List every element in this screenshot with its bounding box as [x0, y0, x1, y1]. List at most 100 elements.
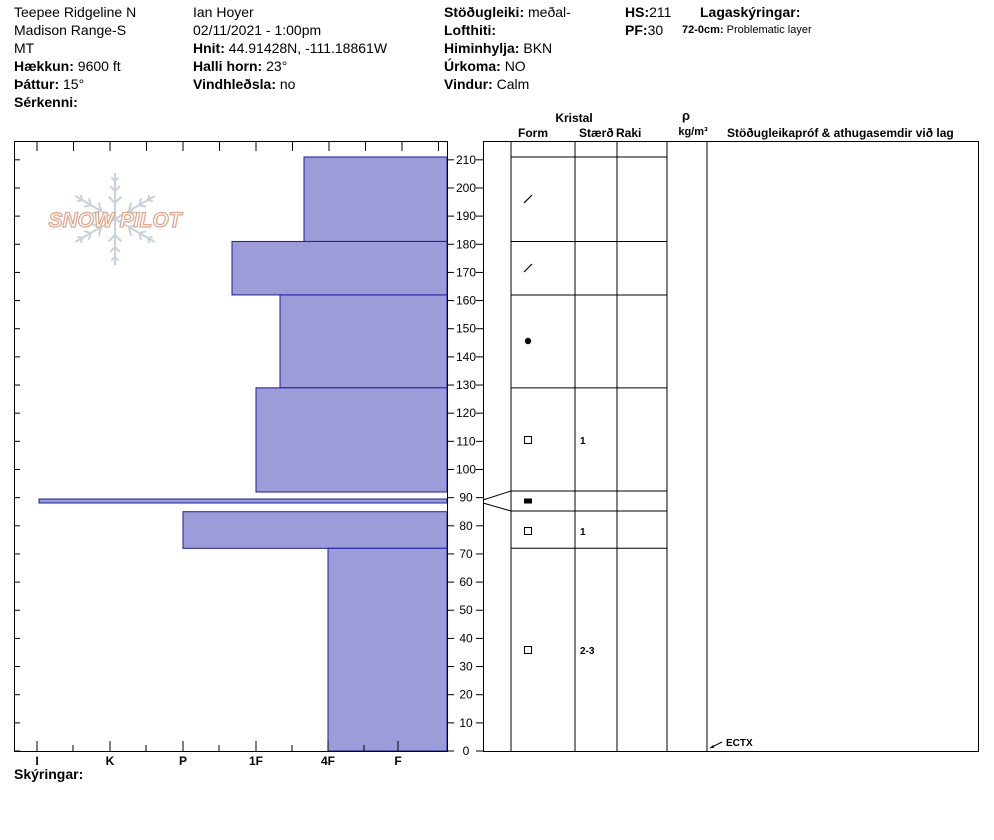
logo-branch	[127, 202, 133, 212]
precip-label: Úrkoma:	[444, 58, 501, 74]
logo-branch	[79, 194, 84, 201]
depth-tick-label: 140	[456, 350, 476, 364]
logo-branch	[114, 195, 123, 204]
hardness-axis-labels: I K P 1F 4F F	[35, 741, 402, 768]
layer-notes-label: Lagaskýringar:	[700, 4, 801, 20]
aspect-value: 15°	[63, 76, 85, 92]
layer-note-depth: 72-0cm:	[682, 24, 724, 36]
hs-row: HS:211	[625, 3, 671, 21]
sky-label: Himinhylja:	[444, 40, 520, 56]
faceted-grain-icon	[524, 436, 532, 444]
logo-text: SNOW PILOT	[49, 209, 184, 232]
depth-tick-label: 120	[456, 406, 476, 420]
precip-value: NO	[504, 58, 526, 74]
air-temp-row: Lofthiti:	[444, 21, 571, 39]
layer-note-text: Problematic layer	[726, 24, 812, 36]
layer-table: 1 1 2-3 ECTX	[482, 141, 979, 752]
depth-tick-label: 20	[459, 688, 473, 702]
depth-tick-label: 30	[459, 660, 473, 674]
depth-tick-label: 60	[459, 575, 473, 589]
logo-branch	[92, 210, 102, 215]
hardness-tick-label: 1F	[249, 754, 263, 768]
logo-branch	[127, 226, 133, 236]
logo-branch	[83, 204, 92, 208]
header-col-depths: HS:211 PF:30	[625, 3, 671, 39]
wind-loading-row: Vindhleðsla: no	[193, 75, 387, 93]
wind-loading-value: no	[279, 76, 296, 92]
layer-notes-row: Lagaskýringar:	[682, 3, 812, 21]
coords-value: 44.91428N, -111.18861W	[228, 40, 388, 56]
hs-label: HS:	[625, 4, 650, 20]
logo-branch	[87, 197, 92, 206]
hardness-tick-label: I	[35, 754, 38, 768]
depth-tick-label: 150	[456, 322, 476, 336]
elevation-value: 9600 ft	[77, 58, 121, 74]
logo-branch	[138, 197, 143, 206]
logo-branch	[146, 237, 151, 244]
pf-value: 30	[647, 22, 664, 38]
depth-tick-label: 10	[459, 716, 473, 730]
range-name: Madison Range-S	[14, 22, 127, 38]
elevation-label: Hækkun:	[14, 58, 74, 74]
observer-name: Ian Hoyer	[193, 4, 254, 20]
hardness-bar	[231, 240, 448, 296]
sky-value: BKN	[523, 40, 553, 56]
layer-note-row: 72-0cm: Problematic layer	[682, 21, 812, 39]
hardness-tick-label: K	[106, 754, 115, 768]
crust-grain-icon	[524, 498, 532, 504]
legend-label: Skýringar:	[14, 766, 83, 782]
depth-tick-label: 210	[456, 153, 476, 167]
snowflake-logo-icon	[74, 173, 156, 265]
stability-row: Stöðugleiki: meðal-	[444, 3, 571, 21]
rho-header: ρ	[682, 108, 690, 123]
depth-tick-label: 170	[456, 265, 476, 279]
logo-branch	[109, 185, 116, 192]
stability-value: meðal-	[528, 4, 571, 20]
logo-branch	[110, 256, 116, 262]
hardness-bar	[255, 387, 448, 493]
slope-label: Halli horn:	[193, 58, 263, 74]
logo-branch	[92, 223, 102, 228]
depth-tick-label: 160	[456, 294, 476, 308]
decomposing-grain-icon	[523, 263, 533, 273]
logo-branch	[138, 204, 147, 208]
size-header: Stærð	[579, 126, 614, 140]
pf-row: PF:30	[625, 21, 671, 39]
thin-layer-connector	[482, 502, 512, 512]
depth-tick-label: 80	[459, 519, 473, 533]
pf-label: PF:	[625, 22, 648, 38]
density-unit-header: kg/m³	[678, 126, 708, 138]
depth-tick-label: 0	[463, 744, 470, 758]
rounded-grain-icon	[524, 337, 532, 345]
logo-branch	[77, 235, 83, 239]
hardness-tick-label: 4F	[321, 754, 335, 768]
hardness-bar	[327, 547, 448, 752]
tests-header: Stöðugleikapróf & athugasemdir við lag	[727, 126, 954, 140]
precip-row: Úrkoma: NO	[444, 57, 571, 75]
hardness-bar	[279, 294, 448, 389]
depth-tick-label: 100	[456, 462, 476, 476]
location-name: Teepee Ridgeline N	[14, 4, 137, 20]
logo-branch	[138, 232, 143, 241]
header-col-conditions: Stöðugleiki: meðal- Lofthiti: Himinhylja…	[444, 3, 571, 93]
logo-branch	[114, 246, 121, 253]
logo-branch	[109, 246, 116, 253]
moisture-header: Raki	[616, 126, 641, 140]
hardness-bar	[303, 156, 448, 242]
aspect-row: Þáttur: 15°	[14, 75, 136, 93]
depth-tick-label: 190	[456, 209, 476, 223]
grain-size-label: 1	[580, 527, 586, 538]
logo-branch	[138, 230, 147, 234]
sky-row: Himinhylja: BKN	[444, 39, 571, 57]
hardness-bar	[38, 498, 448, 504]
depth-tick-label: 110	[456, 434, 475, 448]
depth-tick-label: 70	[459, 547, 473, 561]
depth-tick-label: 40	[459, 631, 473, 645]
observation-datetime: 02/11/2021 - 1:00pm	[193, 22, 322, 38]
stability-label: Stöðugleiki:	[444, 4, 525, 20]
logo-branch	[97, 202, 103, 212]
thin-layer-connector	[482, 490, 512, 501]
logo-branch	[114, 234, 123, 243]
hs-value: 211	[649, 4, 672, 20]
